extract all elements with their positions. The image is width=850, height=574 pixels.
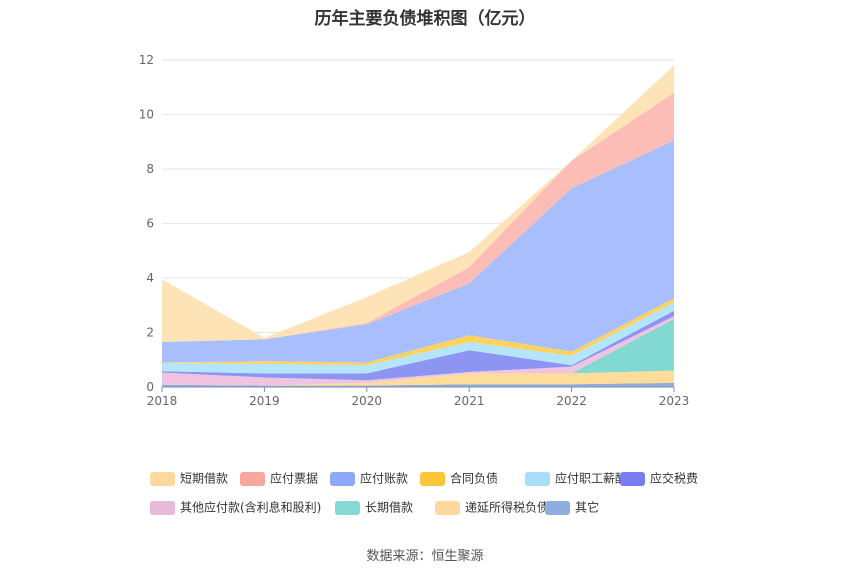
legend-item[interactable]: 递延所得税负债 [435, 499, 549, 515]
legend-item[interactable]: 应付票据 [240, 470, 318, 486]
area-series-递延所得税负债 [162, 370, 674, 386]
y-tick-label: 2 [146, 326, 154, 340]
y-tick-label: 0 [146, 380, 154, 394]
area-series-应付账款 [162, 140, 674, 363]
legend-swatch [150, 500, 175, 515]
axes: 0 2 4 6 8 10 12 2018 2019 2020 2021 2022 2023 [139, 53, 690, 408]
legend-item[interactable]: 长期借款 [335, 499, 413, 515]
legend-item[interactable]: 应交税费 [620, 470, 698, 486]
legend-swatch [420, 471, 445, 486]
x-tick-label: 2020 [352, 394, 383, 408]
legend-swatch [150, 471, 175, 486]
area-series-合同负债 [162, 298, 674, 366]
area-series-其它 [162, 382, 674, 387]
legend-label: 短期借款 [180, 471, 229, 486]
y-tick-label: 4 [146, 271, 154, 285]
x-tick-label: 2023 [659, 394, 690, 408]
x-tick-label: 2021 [454, 394, 485, 408]
legend-item[interactable]: 应付账款 [330, 470, 408, 486]
legend-label: 应付职工薪酬 [555, 471, 628, 486]
legend-item[interactable]: 其它 [545, 499, 599, 515]
legend-swatch [435, 500, 460, 515]
y-tick-label: 6 [146, 217, 154, 231]
legend-swatch [545, 500, 570, 515]
x-tick-label: 2022 [556, 394, 587, 408]
area-series-应交税费 [162, 310, 674, 381]
legend-label: 其它 [575, 500, 600, 515]
legend-label: 合同负债 [450, 471, 499, 486]
legend-item[interactable]: 短期借款 [150, 470, 228, 486]
legend-label: 应交税费 [650, 471, 699, 486]
legend-label: 其他应付款(含利息和股利) [180, 500, 322, 515]
legend-label: 长期借款 [365, 500, 414, 515]
legend-item[interactable]: 其他应付款(含利息和股利) [150, 499, 321, 515]
area-series-短期借款 [162, 65, 674, 343]
legend-item[interactable]: 应付职工薪酬 [525, 470, 627, 486]
legend-label: 应付票据 [270, 471, 319, 486]
x-tick-label: 2018 [147, 394, 178, 408]
legend-item[interactable]: 合同负债 [420, 470, 498, 486]
y-tick-label: 10 [139, 108, 154, 122]
y-tick-label: 12 [139, 53, 154, 67]
area-series-其他应付款(含利息和股利) [162, 316, 674, 386]
legend-swatch [330, 471, 355, 486]
area-series-应付职工薪酬 [162, 302, 674, 374]
legend-swatch [620, 471, 645, 486]
x-tick-label: 2019 [249, 394, 280, 408]
legend-swatch [525, 471, 550, 486]
legend-label: 递延所得税负债 [465, 500, 550, 515]
data-source-note: 数据来源：恒生聚源 [366, 549, 484, 564]
chart-title: 历年主要负债堆积图（亿元） [314, 9, 536, 29]
legend-swatch [240, 471, 265, 486]
legend-swatch [335, 500, 360, 515]
legend-label: 应付账款 [360, 471, 409, 486]
y-tick-label: 8 [146, 162, 154, 176]
area-series [162, 65, 674, 387]
